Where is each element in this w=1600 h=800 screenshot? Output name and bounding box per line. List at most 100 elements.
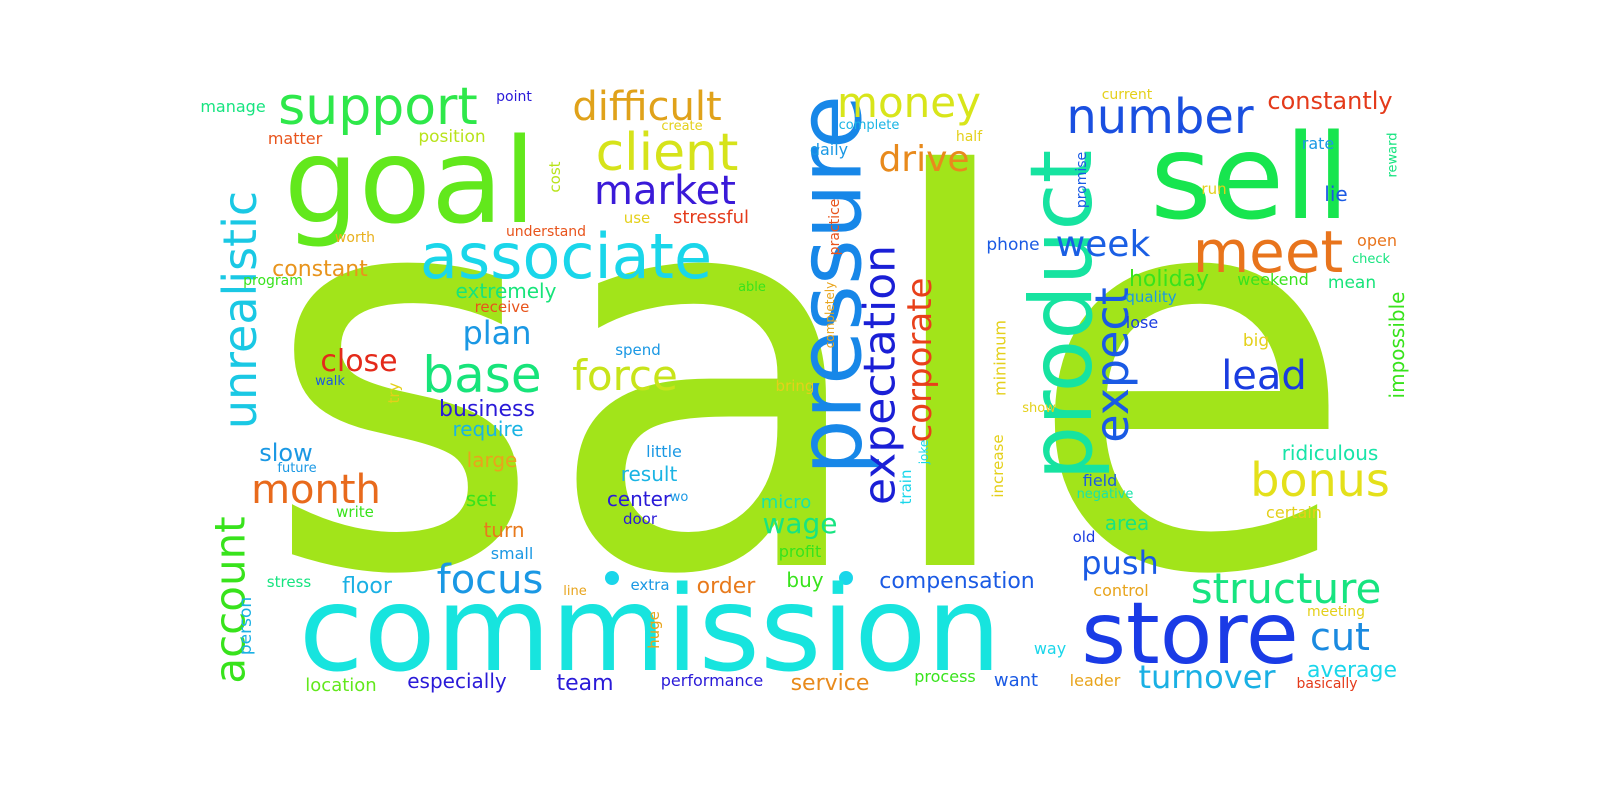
word-corporate: corporate bbox=[900, 278, 940, 443]
word-promise: promise bbox=[1074, 152, 1090, 208]
word-lie: lie bbox=[1324, 182, 1347, 206]
word-wo: wo bbox=[670, 490, 689, 505]
word-current: current bbox=[1102, 87, 1153, 103]
cloud-dot bbox=[605, 571, 619, 585]
word-base: base bbox=[422, 346, 541, 404]
word-person: person bbox=[236, 597, 256, 655]
word-field: field bbox=[1083, 471, 1118, 490]
word-impossible: impossible bbox=[1385, 292, 1409, 399]
word-market: market bbox=[594, 168, 736, 214]
word-future: future bbox=[277, 461, 316, 476]
word-create: create bbox=[661, 119, 702, 134]
word-cost: cost bbox=[546, 161, 564, 192]
word-constant: constant bbox=[272, 257, 368, 282]
word-associate: associate bbox=[420, 220, 712, 293]
word-bonus: bonus bbox=[1250, 453, 1390, 507]
word-sale: sale bbox=[263, 65, 1358, 693]
word-force: force bbox=[572, 351, 678, 400]
word-daily: daily bbox=[810, 140, 848, 159]
word-money: money bbox=[837, 78, 981, 127]
word-door: door bbox=[623, 510, 658, 528]
word-extremely: extremely bbox=[456, 279, 557, 303]
word-half: half bbox=[956, 129, 983, 145]
word-increase: increase bbox=[989, 434, 1007, 497]
word-slow: slow bbox=[259, 439, 312, 467]
word-sell: sell bbox=[1150, 108, 1350, 246]
word-compensation: compensation bbox=[879, 569, 1035, 594]
word-cut: cut bbox=[1310, 615, 1370, 659]
word-stressful: stressful bbox=[673, 207, 749, 228]
word-center: center bbox=[607, 487, 672, 511]
word-structure: structure bbox=[1191, 564, 1382, 613]
word-result: result bbox=[621, 462, 678, 486]
word-old: old bbox=[1073, 528, 1096, 546]
word-mean: mean bbox=[1328, 273, 1376, 293]
word-number: number bbox=[1066, 89, 1254, 145]
word-quality: quality bbox=[1125, 288, 1176, 306]
word-month: month bbox=[251, 467, 381, 513]
word-turn: turn bbox=[483, 518, 524, 542]
word-try: try bbox=[385, 382, 403, 403]
word-support: support bbox=[278, 77, 478, 137]
word-store: store bbox=[1081, 584, 1299, 684]
word-walk: walk bbox=[315, 374, 345, 389]
word-line: line bbox=[563, 584, 586, 599]
word-show: show bbox=[1022, 401, 1056, 416]
word-service: service bbox=[791, 671, 870, 696]
word-certain: certain bbox=[1266, 503, 1322, 522]
word-area: area bbox=[1105, 511, 1150, 535]
word-way: way bbox=[1034, 639, 1066, 658]
word-rate: rate bbox=[1302, 134, 1335, 153]
word-control: control bbox=[1093, 581, 1148, 600]
word-performance: performance bbox=[661, 671, 763, 690]
word-little: little bbox=[646, 442, 682, 461]
word-close: close bbox=[320, 344, 397, 379]
word-program: program bbox=[243, 273, 303, 289]
word-meeting: meeting bbox=[1307, 604, 1365, 620]
word-want: want bbox=[994, 670, 1038, 691]
word-buy: buy bbox=[786, 568, 823, 592]
word-practice: practice bbox=[827, 199, 843, 256]
word-turnover: turnover bbox=[1138, 658, 1276, 696]
word-manage: manage bbox=[200, 97, 265, 116]
word-commission: commission bbox=[299, 560, 1001, 698]
word-plan: plan bbox=[462, 314, 531, 352]
word-worth: worth bbox=[335, 230, 375, 246]
word-lead: lead bbox=[1221, 353, 1307, 399]
word-huge: huge bbox=[645, 611, 663, 649]
word-understand: understand bbox=[506, 224, 586, 240]
word-expectation: expectation bbox=[855, 245, 906, 505]
word-team: team bbox=[556, 671, 613, 696]
word-lose: lose bbox=[1126, 313, 1158, 332]
word-joke: joke bbox=[917, 440, 931, 466]
word-require: require bbox=[452, 417, 523, 441]
word-wage: wage bbox=[762, 507, 837, 540]
word-difficult: difficult bbox=[572, 84, 721, 130]
word-basically: basically bbox=[1297, 676, 1358, 692]
word-meet: meet bbox=[1193, 218, 1344, 286]
word-point: point bbox=[496, 89, 532, 105]
word-client: client bbox=[596, 123, 739, 183]
word-extra: extra bbox=[630, 576, 669, 594]
word-bring: bring bbox=[776, 377, 815, 395]
word-minimum: minimum bbox=[991, 320, 1010, 396]
word-goal: goal bbox=[284, 112, 536, 250]
word-ridiculous: ridiculous bbox=[1282, 441, 1379, 465]
word-completely: completely bbox=[823, 282, 837, 349]
word-constantly: constantly bbox=[1267, 87, 1392, 115]
word-matter: matter bbox=[268, 129, 323, 148]
word-unrealistic: unrealistic bbox=[213, 191, 267, 429]
word-week: week bbox=[1056, 224, 1151, 265]
word-use: use bbox=[624, 209, 651, 227]
word-order: order bbox=[697, 574, 757, 599]
word-large: large bbox=[467, 448, 518, 472]
word-leader: leader bbox=[1070, 671, 1121, 690]
word-negative: negative bbox=[1077, 487, 1134, 502]
word-phone: phone bbox=[986, 235, 1039, 255]
word-process: process bbox=[914, 667, 975, 686]
word-product: product bbox=[1012, 150, 1112, 481]
word-especially: especially bbox=[407, 669, 507, 693]
cloud-dot bbox=[839, 571, 853, 585]
word-reward: reward bbox=[1386, 132, 1401, 177]
word-train: train bbox=[897, 470, 915, 505]
